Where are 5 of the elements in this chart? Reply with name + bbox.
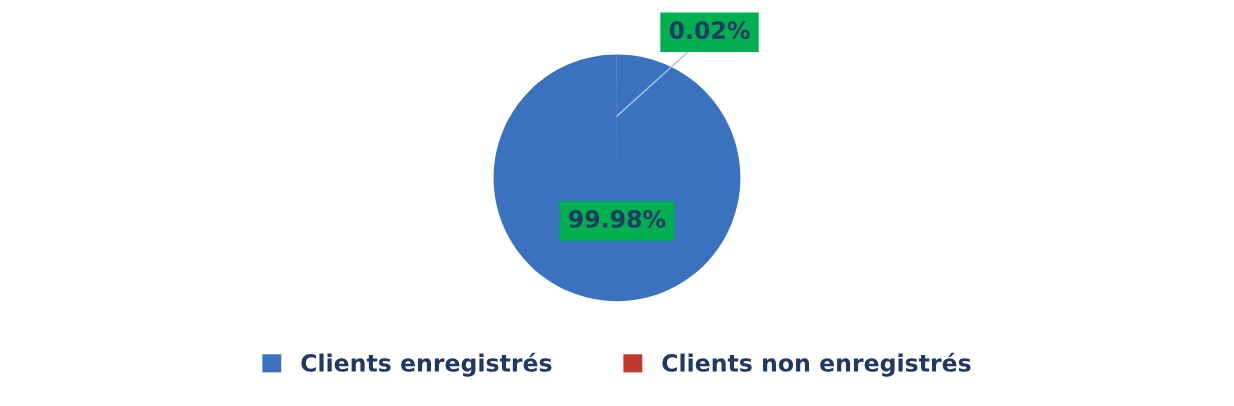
legend-label: Clients enregistrés bbox=[301, 352, 552, 377]
data-label: 0.02% bbox=[669, 21, 750, 40]
pie-slice bbox=[493, 54, 741, 302]
data-label: 99.98% bbox=[569, 210, 666, 228]
legend-label: Clients non enregistrés bbox=[662, 352, 971, 377]
